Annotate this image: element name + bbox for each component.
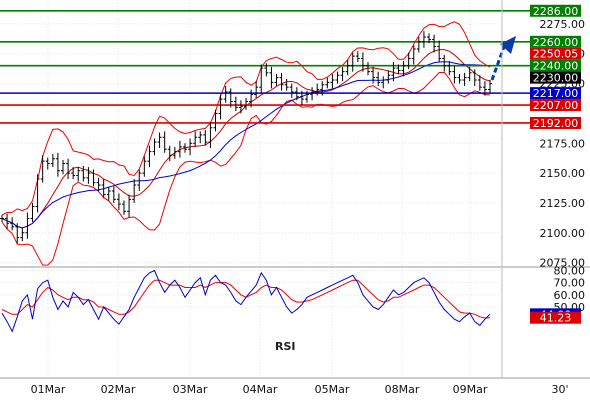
price-label-tag xyxy=(530,71,581,84)
support-level-text: 2192.00 xyxy=(533,117,579,130)
price-label-text: 2230.00 xyxy=(533,72,579,85)
x-tick-label: 08Mar xyxy=(385,383,420,396)
x-tick-label: 03Mar xyxy=(173,383,208,396)
resistance-level-tag xyxy=(530,59,581,72)
rsi-y-tick-label: 60.00 xyxy=(554,289,586,302)
x-tick-label: 05Mar xyxy=(315,383,350,396)
x-tick-label: 01Mar xyxy=(31,383,66,396)
support-level-text: 2217.00 xyxy=(533,87,579,100)
price-label-text: 2250.05 xyxy=(533,48,579,61)
resistance-level-text: 2240.00 xyxy=(533,60,579,73)
trend-arrow xyxy=(490,36,516,81)
rsi-y-tick-label: 80.00 xyxy=(554,264,586,277)
support-level-tag xyxy=(530,99,581,112)
price-label-tag xyxy=(530,47,581,60)
x-tick-label: 09Mar xyxy=(453,383,488,396)
trend-arrow-shaft xyxy=(490,43,507,81)
support-level-tag xyxy=(530,116,581,129)
resistance-level-tag xyxy=(530,4,581,17)
x-tick-label: 30' xyxy=(551,383,568,396)
y-tick-label: 2125.00 xyxy=(540,197,586,210)
x-tick-label: 02Mar xyxy=(101,383,136,396)
y-tick-label: 2175.00 xyxy=(540,137,586,150)
rsi-value-label-text: 41.23 xyxy=(540,312,572,325)
level-lines xyxy=(0,9,530,124)
rsi-y-tick-label: 70.00 xyxy=(554,277,586,290)
y-tick-label: 2100.00 xyxy=(540,227,586,240)
y-tick-label: 2275.00 xyxy=(540,18,586,31)
gridlines xyxy=(0,0,590,379)
moving-average-long xyxy=(1,61,491,229)
resistance-level-text: 2286.00 xyxy=(533,5,579,18)
trend-arrow-head xyxy=(500,36,516,54)
y-tick-label: 2150.00 xyxy=(540,167,586,180)
y-tick-label: 2075.00 xyxy=(540,257,586,270)
resistance-level-tag xyxy=(530,35,581,48)
rsi-value-label-tag xyxy=(530,311,581,324)
rsi-line xyxy=(1,269,491,333)
rsi-panel xyxy=(1,269,491,333)
rsi-label: RSI xyxy=(275,340,296,353)
candlesticks xyxy=(0,31,492,244)
resistance-level-text: 2260.00 xyxy=(533,36,579,49)
x-tick-label: 04Mar xyxy=(243,383,278,396)
support-level-tag xyxy=(530,87,581,100)
support-level-text: 2207.00 xyxy=(533,99,579,112)
